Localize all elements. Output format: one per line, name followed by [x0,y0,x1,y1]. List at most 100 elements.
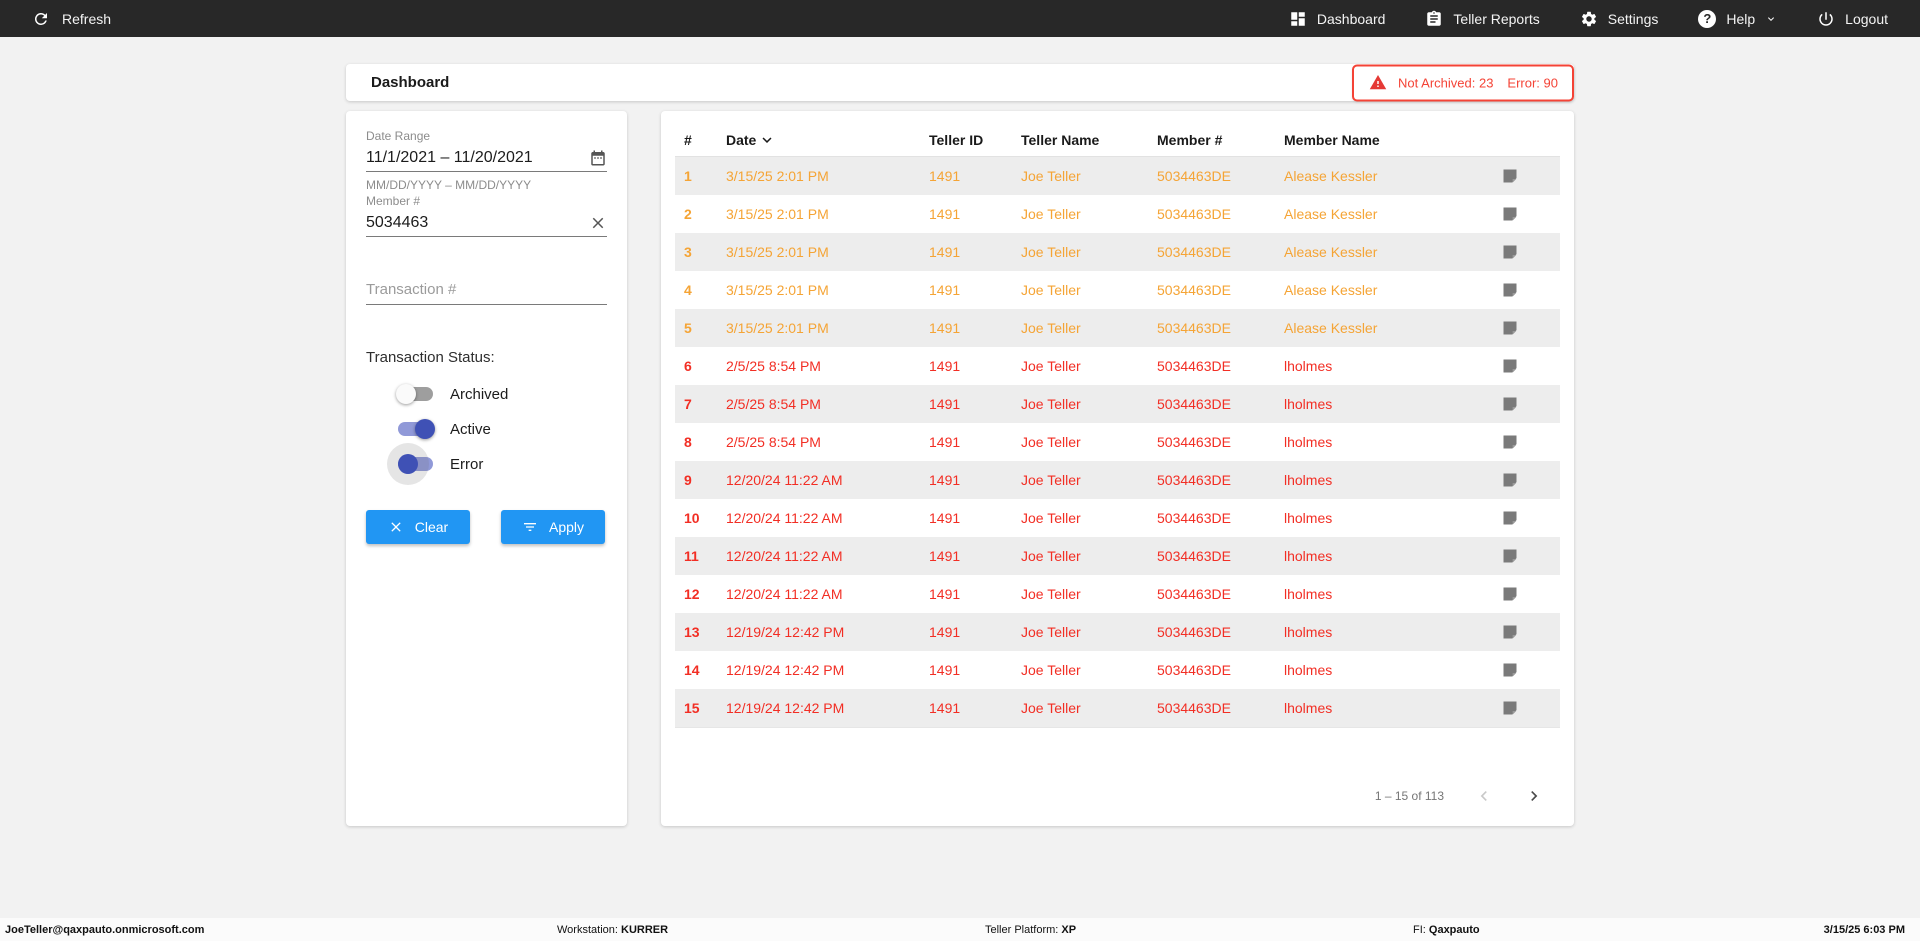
note-icon[interactable] [1502,586,1518,602]
column-header-date-label: Date [726,131,757,148]
note-icon[interactable] [1502,244,1518,260]
row-teller-name: Joe Teller [1021,396,1081,412]
nav-item-teller-reports[interactable]: Teller Reports [1425,10,1540,28]
toggle-row-error: Error [398,454,607,474]
row-teller-name: Joe Teller [1021,282,1081,298]
row-teller-name: Joe Teller [1021,168,1081,184]
note-icon[interactable] [1502,662,1518,678]
refresh-button[interactable]: Refresh [0,10,111,28]
row-date: 2/5/25 8:54 PM [726,434,821,450]
status-bar: JoeTeller@qaxpauto.onmicrosoft.com Works… [0,918,1920,941]
row-number: 9 [684,472,692,488]
table-row[interactable]: 2 3/15/25 2:01 PM 1491 Joe Teller 503446… [675,195,1560,233]
note-icon[interactable] [1502,510,1518,526]
table-row[interactable]: 9 12/20/24 11:22 AM 1491 Joe Teller 5034… [675,461,1560,499]
table-row[interactable]: 13 12/19/24 12:42 PM 1491 Joe Teller 503… [675,613,1560,651]
row-member-name: Alease Kessler [1284,282,1378,298]
table-row[interactable]: 5 3/15/25 2:01 PM 1491 Joe Teller 503446… [675,309,1560,347]
column-header-date[interactable]: Date [717,131,920,149]
row-teller-name: Joe Teller [1021,624,1081,640]
row-member-name: lholmes [1284,662,1333,678]
row-member-name: lholmes [1284,358,1333,374]
apply-button-label: Apply [548,519,585,535]
note-icon[interactable] [1502,434,1518,450]
table-row[interactable]: 3 3/15/25 2:01 PM 1491 Joe Teller 503446… [675,233,1560,271]
row-teller-name: Joe Teller [1021,586,1081,602]
row-receipt-cell [1488,510,1560,526]
next-page-icon[interactable] [1524,786,1544,806]
row-member-name: Alease Kessler [1284,168,1378,184]
table-row[interactable]: 8 2/5/25 8:54 PM 1491 Joe Teller 5034463… [675,423,1560,461]
row-teller-name: Joe Teller [1021,548,1081,564]
table-row[interactable]: 10 12/20/24 11:22 AM 1491 Joe Teller 503… [675,499,1560,537]
table-row[interactable]: 12 12/20/24 11:22 AM 1491 Joe Teller 503… [675,575,1560,613]
nav-item-logout[interactable]: Logout [1817,10,1888,28]
apply-button[interactable]: Apply [501,510,605,544]
row-number: 1 [684,168,692,184]
workstation-label: Workstation: [557,923,621,936]
note-icon[interactable] [1502,168,1518,184]
row-receipt-cell [1488,206,1560,222]
nav-label-settings: Settings [1607,10,1659,27]
row-member-name: lholmes [1284,548,1333,564]
clear-button[interactable]: Clear [366,510,470,544]
row-number: 5 [684,320,692,336]
column-header-teller-name[interactable]: Teller Name [1021,131,1100,148]
table-row[interactable]: 15 12/19/24 12:42 PM 1491 Joe Teller 503… [675,689,1560,727]
nav-item-settings[interactable]: Settings [1580,10,1659,28]
fi-info: FI: Qaxpauto [1413,924,1480,936]
table-row[interactable]: 6 2/5/25 8:54 PM 1491 Joe Teller 5034463… [675,347,1560,385]
date-range-input[interactable]: 11/1/2021 – 11/20/2021 [366,145,607,172]
column-header-teller-id[interactable]: Teller ID [929,131,984,148]
note-icon[interactable] [1502,206,1518,222]
note-icon[interactable] [1502,472,1518,488]
table-row[interactable]: 4 3/15/25 2:01 PM 1491 Joe Teller 503446… [675,271,1560,309]
alert-error-count: Error: 90 [1507,75,1558,90]
note-icon[interactable] [1502,396,1518,412]
column-header-member-name[interactable]: Member Name [1284,131,1380,148]
note-icon[interactable] [1502,320,1518,336]
alert-badge[interactable]: Not Archived: 23 Error: 90 [1352,64,1574,101]
warning-triangle-icon [1369,75,1387,90]
row-number: 10 [684,510,700,526]
archived-toggle[interactable] [396,384,433,404]
teller-reports-icon [1427,10,1442,26]
row-receipt-cell [1488,434,1560,450]
row-teller-id: 1491 [929,358,961,374]
note-icon[interactable] [1502,358,1518,374]
transaction-number-input[interactable]: Transaction # [366,277,607,305]
row-teller-name: Joe Teller [1021,510,1081,526]
row-member-num: 5034463DE [1157,358,1231,374]
clear-member-icon[interactable] [589,214,607,232]
row-number: 2 [684,206,692,222]
calendar-icon[interactable] [589,149,607,167]
nav-item-help[interactable]: ? Help [1698,9,1777,28]
row-date: 3/15/25 2:01 PM [726,320,829,336]
nav-label-help: Help [1726,10,1756,27]
table-row[interactable]: 7 2/5/25 8:54 PM 1491 Joe Teller 5034463… [675,385,1560,423]
row-number: 13 [684,624,700,640]
note-icon[interactable] [1502,624,1518,640]
note-icon[interactable] [1502,282,1518,298]
table-row[interactable]: 1 3/15/25 2:01 PM 1491 Joe Teller 503446… [675,157,1560,195]
toggle-knob [398,454,418,474]
row-member-num: 5034463DE [1157,168,1231,184]
nav-item-dashboard[interactable]: Dashboard [1289,10,1385,28]
error-toggle[interactable] [398,454,433,474]
help-icon: ? [1698,9,1717,28]
row-member-name: lholmes [1284,472,1333,488]
refresh-icon [34,12,47,25]
previous-page-icon[interactable] [1474,786,1494,806]
member-number-input[interactable]: 5034463 [366,210,607,237]
column-header-num[interactable]: # [684,131,692,148]
table-row[interactable]: 14 12/19/24 12:42 PM 1491 Joe Teller 503… [675,651,1560,689]
row-number: 3 [684,244,692,260]
note-icon[interactable] [1502,700,1518,716]
row-number: 15 [684,700,700,716]
column-header-member-num[interactable]: Member # [1157,131,1223,148]
active-toggle[interactable] [398,419,435,439]
table-row[interactable]: 11 12/20/24 11:22 AM 1491 Joe Teller 503… [675,537,1560,575]
row-teller-name: Joe Teller [1021,662,1081,678]
main-area: Date Range 11/1/2021 – 11/20/2021 MM/DD/… [346,111,1574,826]
note-icon[interactable] [1502,548,1518,564]
